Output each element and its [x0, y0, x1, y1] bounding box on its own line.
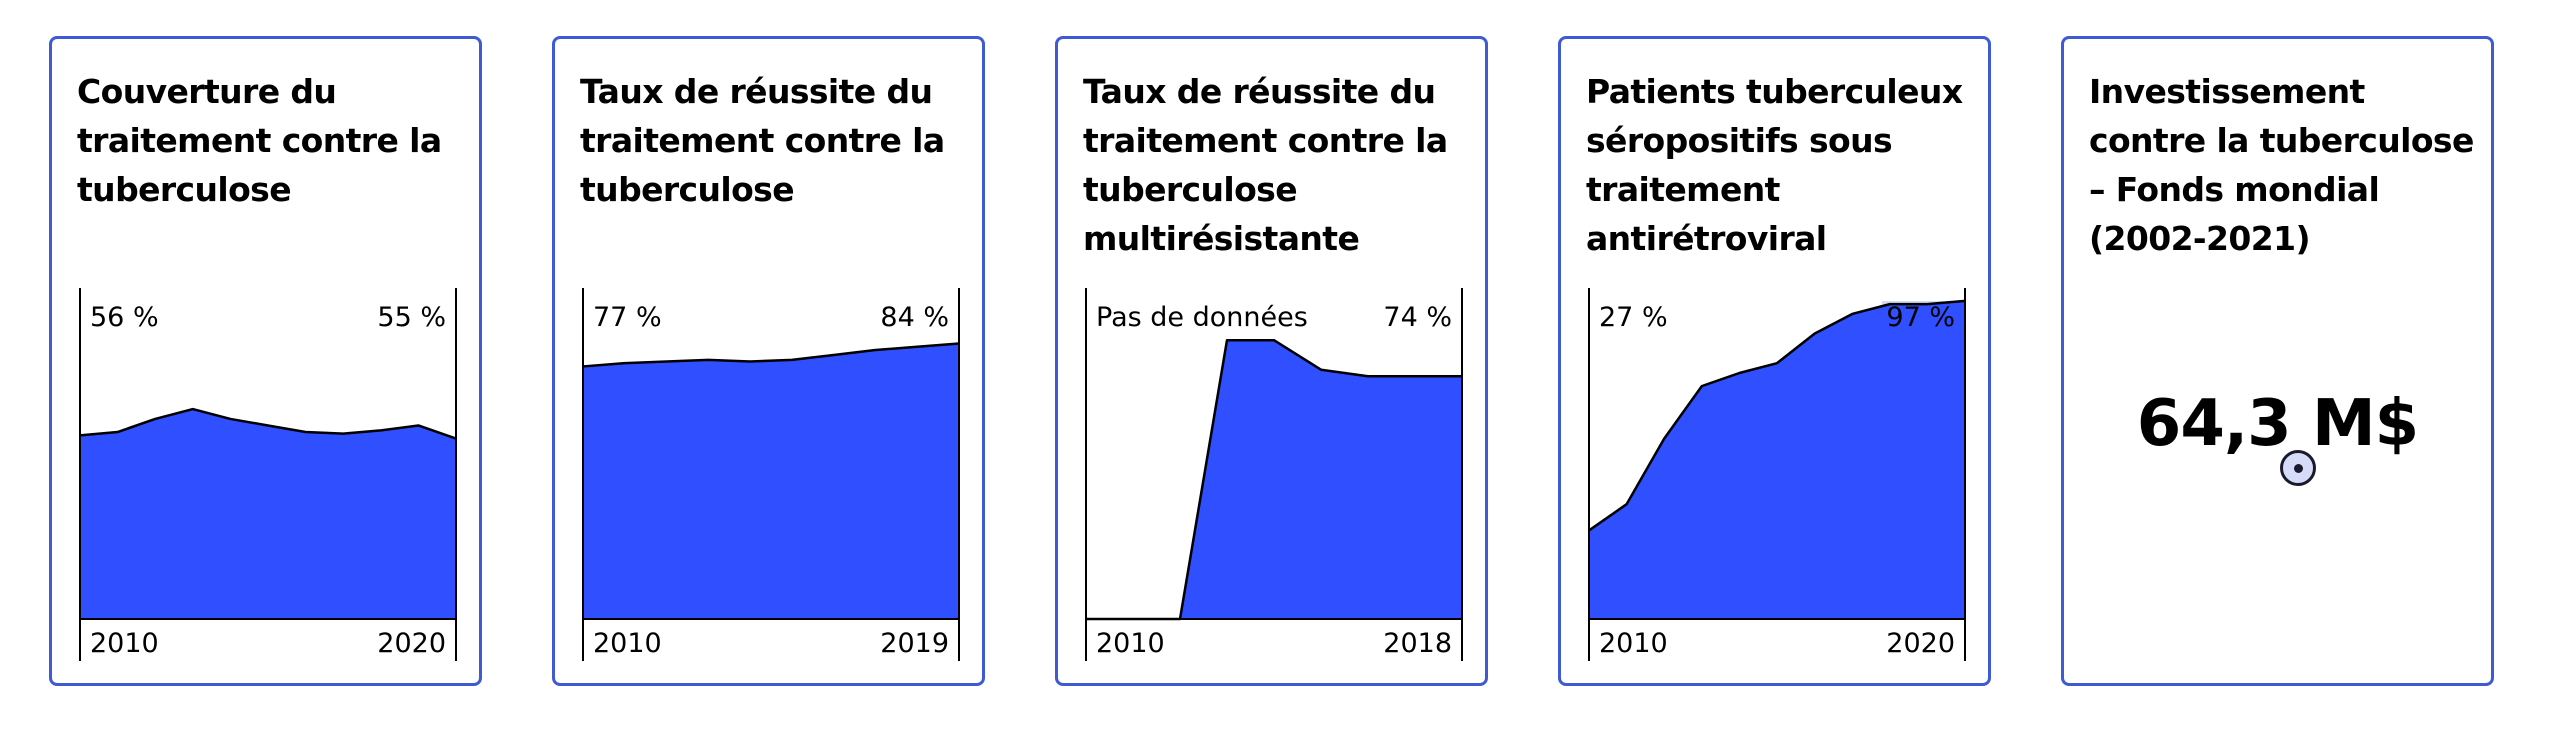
start-value-label: 56 % [90, 302, 159, 333]
hiv-art-card: Patients tuberculeux séropositifs sous t… [1558, 36, 1991, 686]
series-line [582, 342, 960, 368]
area-series [1180, 340, 1462, 619]
start-value-label: Pas de données [1096, 302, 1308, 333]
x-end-label: 2019 [880, 628, 949, 659]
treatment-coverage-card: Couverture du traitement contre la tuber… [49, 36, 482, 686]
area-series [1589, 300, 1965, 619]
end-value-label: 97 % [1886, 302, 1955, 333]
area-chart: 56 % 55 % 2010 2020 [79, 288, 457, 661]
card-title: Couverture du traitement contre la tuber… [77, 72, 442, 209]
mdr-success-card: Taux de réussite du traitement contre la… [1055, 36, 1488, 686]
x-end-label: 2020 [1886, 628, 1955, 659]
area-chart: 27 % 97 % 2010 2020 [1588, 288, 1966, 661]
x-start-label: 2010 [1096, 628, 1165, 659]
x-start-label: 2010 [90, 628, 159, 659]
series-line [1588, 299, 1966, 532]
area-chart: 77 % 84 % 2010 2019 [582, 288, 960, 661]
card-title: Investissement contre la tuberculose – F… [2089, 72, 2474, 258]
end-value-label: 55 % [377, 302, 446, 333]
series-line [1086, 338, 1462, 621]
x-end-label: 2018 [1383, 628, 1452, 659]
x-start-label: 2010 [593, 628, 662, 659]
cursor-marker-icon [2280, 450, 2316, 486]
end-value-label: 84 % [880, 302, 949, 333]
investment-value: 64,3 M$ [2136, 387, 2419, 461]
area-series [80, 409, 456, 619]
start-value-label: 77 % [593, 302, 662, 333]
x-end-label: 2020 [377, 628, 446, 659]
x-start-label: 2010 [1599, 628, 1668, 659]
start-value-label: 27 % [1599, 302, 1668, 333]
investment-card: Investissement contre la tuberculose – F… [2061, 36, 2494, 686]
card-title: Taux de réussite du traitement contre la… [1083, 72, 1448, 258]
card-title: Patients tuberculeux séropositifs sous t… [1586, 72, 1963, 258]
card-title: Taux de réussite du traitement contre la… [580, 72, 945, 209]
end-value-label: 74 % [1383, 302, 1452, 333]
area-chart: Pas de données 74 % 2010 2018 [1085, 288, 1463, 661]
area-series [583, 343, 959, 619]
series-line [79, 407, 457, 440]
treatment-success-card: Taux de réussite du traitement contre la… [552, 36, 985, 686]
